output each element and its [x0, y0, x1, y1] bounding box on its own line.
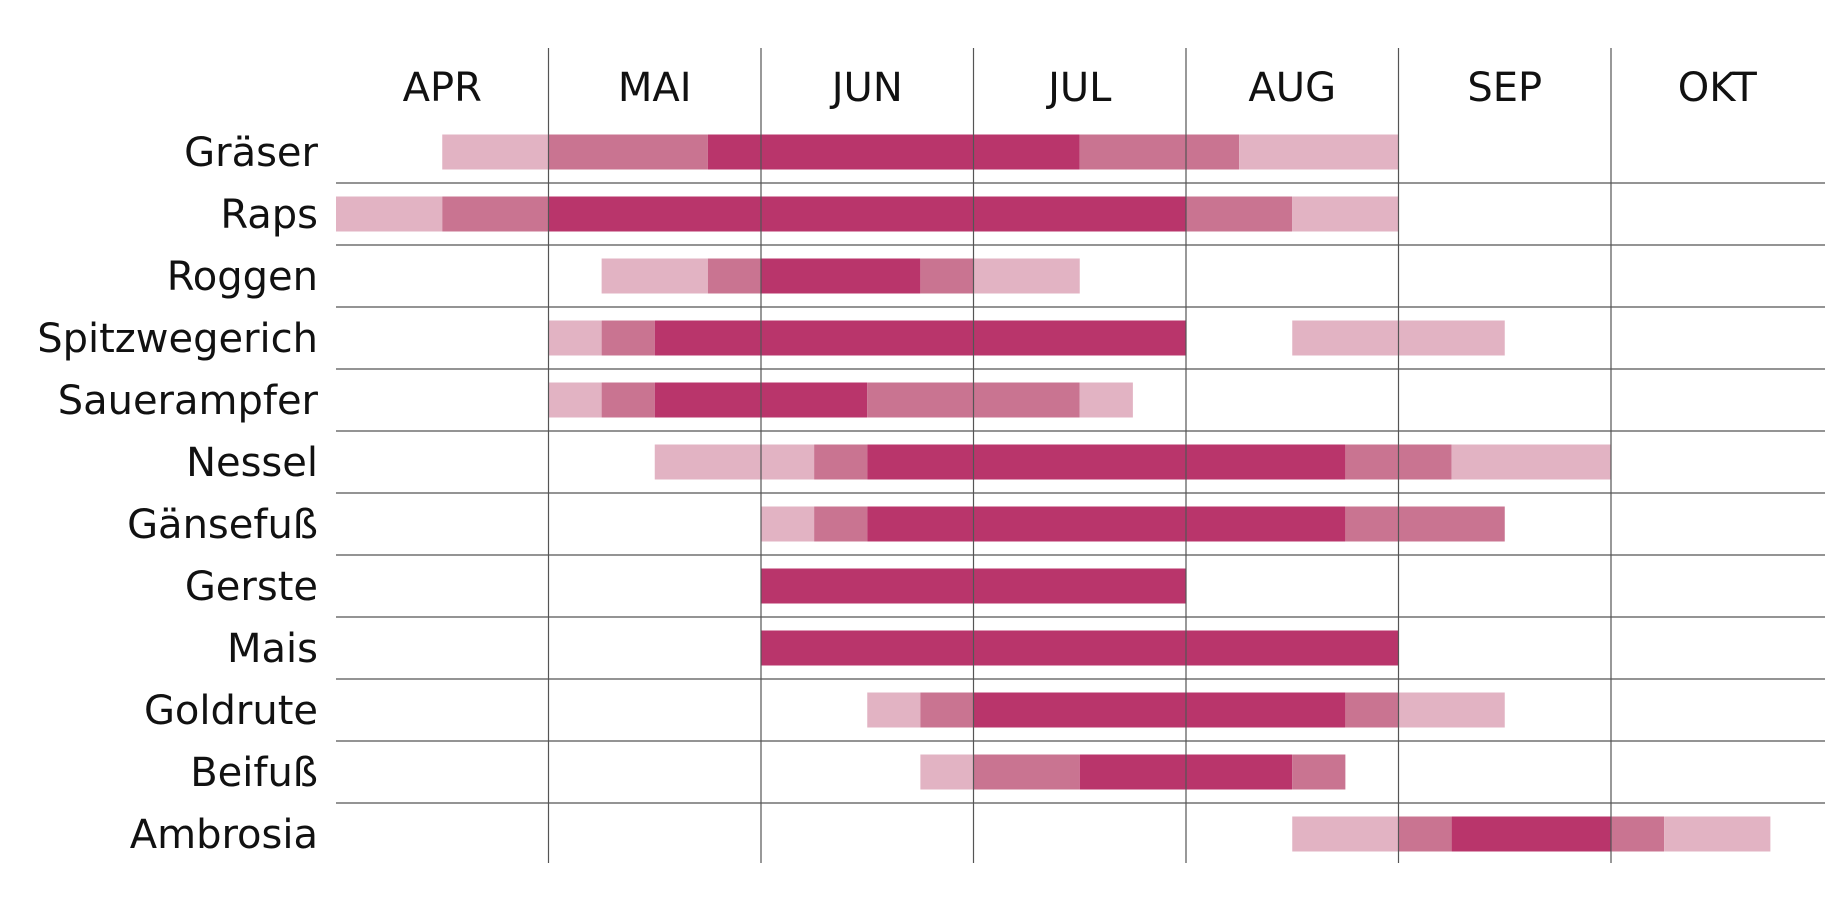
bar-segment-medium: [1186, 196, 1293, 232]
bar-segment-low: [1239, 134, 1399, 170]
row-label: Raps: [220, 192, 318, 238]
bar-segment-medium: [601, 320, 655, 356]
bar-segment-low: [442, 134, 549, 170]
bar-segment-low: [1079, 382, 1133, 418]
row-label: Goldrute: [144, 688, 318, 734]
bar-segment-low: [548, 382, 602, 418]
row-label: Gerste: [185, 564, 318, 610]
bar-segment-medium: [1292, 754, 1346, 790]
bar-segment-medium: [814, 444, 868, 480]
bar-segment-high: [707, 134, 1080, 170]
row-label: Beifuß: [190, 750, 318, 796]
bar-segment-medium: [920, 692, 974, 728]
bar-segment-low: [1664, 816, 1771, 852]
bar-segment-medium: [814, 506, 868, 542]
bar-segment-high: [973, 692, 1346, 728]
month-label-mai: MAI: [618, 65, 692, 111]
bar-segment-medium: [1345, 692, 1399, 728]
bar-segment-medium: [1345, 506, 1505, 542]
row-label: Sauerampfer: [58, 378, 319, 424]
month-label-apr: APR: [403, 65, 482, 111]
bar-segment-low: [654, 444, 815, 480]
row-label: Gräser: [184, 130, 318, 176]
bar-segment-low: [1292, 196, 1399, 232]
bars-layer: [336, 134, 1771, 852]
bar-segment-medium: [1398, 816, 1452, 852]
month-label-jun: JUN: [829, 65, 903, 111]
bar-segment-medium: [601, 382, 655, 418]
bar-segment-medium: [548, 134, 708, 170]
bar-segment-low: [1398, 692, 1505, 728]
bar-segment-low: [548, 320, 602, 356]
bar-segment-medium: [973, 754, 1080, 790]
month-gridline-layer: [547, 48, 1612, 863]
row-label: Nessel: [186, 440, 318, 486]
bar-segment-low: [336, 196, 443, 232]
bar-segment-low: [761, 506, 815, 542]
row-label: Mais: [227, 626, 318, 672]
row-labels-layer: Gräser Raps Roggen Spitzwegerich Sauerampfer…: [37, 130, 318, 858]
bar-segment-high: [761, 630, 1399, 666]
bar-segment-low: [920, 754, 974, 790]
bar-segment-medium: [920, 258, 974, 294]
bar-segment-low: [1292, 816, 1399, 852]
bar-segment-low: [601, 258, 708, 294]
bar-segment-low: [1451, 444, 1611, 480]
month-label-jul: JUL: [1045, 65, 1112, 111]
month-label-sep: SEP: [1467, 65, 1542, 111]
bar-segment-medium: [1611, 816, 1665, 852]
bar-segment-low: [973, 258, 1080, 294]
bar-segment-medium: [1079, 134, 1240, 170]
row-divider-layer: [336, 182, 1825, 804]
bar-segment-high: [867, 444, 1346, 480]
bar-segment-low: [867, 692, 921, 728]
bar-segment-high: [654, 320, 1186, 356]
bar-segment-medium: [707, 258, 761, 294]
month-label-okt: OKT: [1678, 65, 1758, 111]
month-labels-layer: APR MAI JUN JUL AUG SEP OKT: [403, 65, 1758, 111]
row-label: Gänsefuß: [127, 502, 318, 548]
bar-segment-high: [1451, 816, 1611, 852]
row-label: Ambrosia: [130, 812, 318, 858]
bar-segment-high: [548, 196, 1186, 232]
bar-segment-medium: [442, 196, 549, 232]
month-label-aug: AUG: [1248, 65, 1336, 111]
row-label: Spitzwegerich: [37, 316, 318, 362]
row-label: Roggen: [167, 254, 318, 300]
bar-segment-high: [867, 506, 1346, 542]
bar-segment-high: [761, 258, 921, 294]
